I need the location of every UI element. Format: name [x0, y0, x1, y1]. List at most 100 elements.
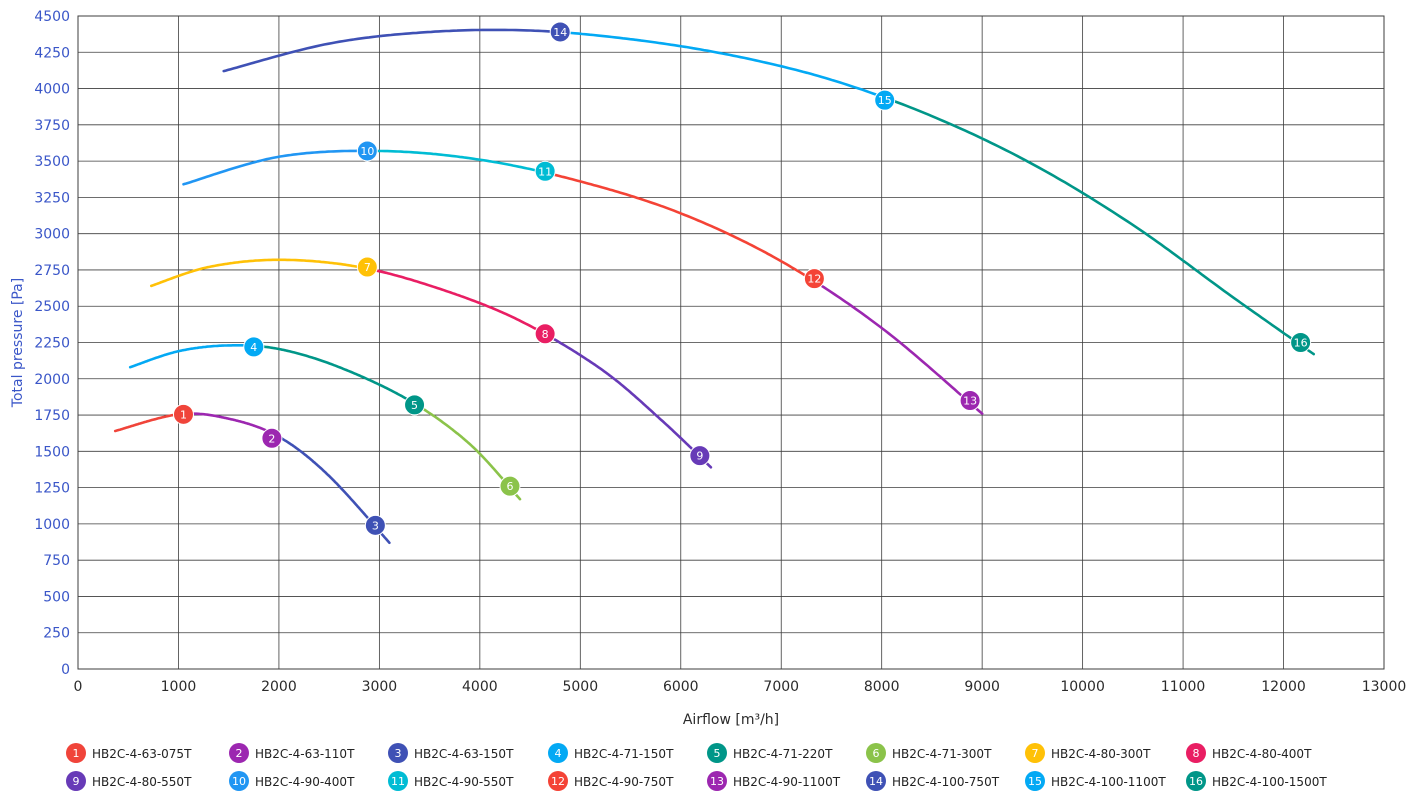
marker-number: 7	[364, 261, 371, 274]
legend-swatch	[1025, 743, 1045, 763]
x-tick-label: 4000	[462, 679, 498, 695]
marker-badge	[364, 514, 386, 536]
y-tick-label: 4250	[34, 45, 70, 61]
curve-marker-2: 2	[261, 427, 283, 449]
legend: 1 HB2C-4-63-075T 2 HB2C-4-63-110T 3 HB2C-4-63…	[66, 743, 1327, 791]
legend-label: HB2C-4-63-150T	[414, 747, 514, 761]
legend-label: HB2C-4-71-150T	[574, 747, 674, 761]
legend-label: HB2C-4-100-750T	[892, 775, 1000, 789]
legend-item: 1 HB2C-4-63-075T	[66, 743, 192, 763]
axes: 0 1000 2000 3000 4000 5000 6000 7000 8000 9000 100…	[34, 9, 1406, 695]
legend-item: 14 HB2C-4-100-750T	[866, 771, 1000, 791]
x-tick-label: 6000	[663, 679, 699, 695]
legend-label: HB2C-4-100-1500T	[1212, 775, 1327, 789]
legend-item: 9 HB2C-4-80-550T	[66, 771, 192, 791]
y-tick-label: 1250	[34, 481, 70, 497]
legend-swatch	[1186, 771, 1206, 791]
curve-marker-12: 12	[803, 268, 825, 290]
y-tick-label: 3000	[34, 227, 70, 243]
marker-badge	[499, 475, 521, 497]
marker-badge	[404, 394, 426, 416]
legend-number: 3	[395, 747, 402, 760]
legend-item: 16 HB2C-4-100-1500T	[1186, 771, 1327, 791]
curve-segment-14	[222, 28, 562, 73]
x-tick-label: 8000	[864, 679, 900, 695]
marker-badge	[534, 160, 556, 182]
legend-swatch	[229, 771, 249, 791]
legend-number: 16	[1189, 775, 1203, 788]
legend-number: 11	[391, 775, 405, 788]
curve-segment-5	[252, 344, 415, 405]
legend-label: HB2C-4-90-1100T	[733, 775, 841, 789]
y-tick-label: 3750	[34, 118, 70, 134]
marker-number: 3	[372, 519, 379, 532]
legend-number: 6	[873, 747, 880, 760]
curve-marker-16: 16	[1290, 332, 1312, 353]
curve-segment-1	[113, 412, 185, 433]
y-tick-label: 3250	[34, 190, 70, 206]
legend-label: HB2C-4-90-750T	[574, 775, 674, 789]
marker-number: 5	[411, 399, 418, 412]
y-tick-label: 3500	[34, 154, 70, 170]
legend-label: HB2C-4-90-550T	[414, 775, 514, 789]
legend-item: 7 HB2C-4-80-300T	[1025, 743, 1151, 763]
legend-item: 11 HB2C-4-90-550T	[388, 771, 514, 791]
x-tick-label: 5000	[562, 679, 598, 695]
legend-label: HB2C-4-63-110T	[255, 747, 355, 761]
legend-swatch	[548, 743, 568, 763]
curve-marker-15: 15	[874, 89, 896, 111]
legend-item: 12 HB2C-4-90-750T	[548, 771, 674, 791]
legend-swatch	[548, 771, 568, 791]
legend-label: HB2C-4-63-075T	[92, 747, 192, 761]
curve-marker-11: 11	[534, 160, 556, 182]
legend-swatch	[707, 743, 727, 763]
legend-label: HB2C-4-100-1100T	[1051, 775, 1166, 789]
y-tick-label: 2500	[34, 299, 70, 315]
marker-badge	[959, 390, 981, 412]
legend-item: 13 HB2C-4-90-1100T	[707, 771, 841, 791]
legend-label: HB2C-4-80-300T	[1051, 747, 1151, 761]
legend-number: 13	[710, 775, 724, 788]
x-tick-label: 11000	[1161, 679, 1206, 695]
legend-item: 8 HB2C-4-80-400T	[1186, 743, 1312, 763]
legend-item: 5 HB2C-4-71-220T	[707, 743, 833, 763]
legend-number: 1	[73, 747, 80, 760]
legend-item: 3 HB2C-4-63-150T	[388, 743, 514, 763]
legend-number: 2	[236, 747, 243, 760]
curve-marker-4: 4	[243, 336, 265, 358]
curve-marker-9: 9	[689, 445, 711, 467]
marker-badge	[534, 323, 556, 345]
legend-number: 7	[1032, 747, 1039, 760]
curve-marker-10: 10	[356, 140, 378, 162]
x-tick-label: 0	[74, 679, 83, 695]
curve-segment-11	[367, 149, 545, 174]
legend-label: HB2C-4-71-220T	[733, 747, 833, 761]
legend-swatch	[66, 771, 86, 791]
x-tick-label: 1000	[161, 679, 197, 695]
curve-marker-8: 8	[534, 323, 556, 345]
legend-item: 4 HB2C-4-71-150T	[548, 743, 674, 763]
y-tick-label: 2750	[34, 263, 70, 279]
marker-number: 16	[1294, 337, 1308, 350]
curves	[113, 28, 1315, 545]
curve-segment-13	[814, 280, 984, 415]
y-axis-title: Total pressure [Pa]	[10, 278, 26, 408]
curve-segment-12	[544, 171, 815, 282]
curve-segment-8	[367, 267, 545, 335]
legend-item: 10 HB2C-4-90-400T	[229, 771, 355, 791]
marker-badge	[172, 403, 194, 425]
curve-segment-16	[886, 97, 1315, 356]
curve-segment-4	[128, 344, 255, 369]
x-tick-label: 10000	[1060, 679, 1105, 695]
legend-label: HB2C-4-90-400T	[255, 775, 355, 789]
x-tick-label: 7000	[763, 679, 799, 695]
curve-marker-1: 1	[172, 403, 194, 425]
curve-marker-13: 13	[959, 390, 981, 412]
y-tick-label: 1500	[34, 444, 70, 460]
curve-segment-10	[182, 149, 368, 186]
marker-number: 11	[538, 165, 552, 178]
curve-marker-5: 5	[404, 394, 426, 416]
legend-number: 15	[1028, 775, 1042, 788]
legend-swatch	[388, 771, 408, 791]
marker-number: 8	[542, 328, 549, 341]
